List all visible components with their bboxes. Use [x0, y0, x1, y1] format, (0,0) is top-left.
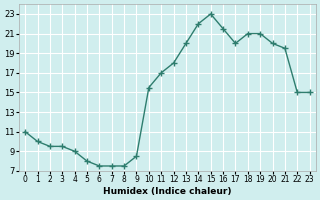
X-axis label: Humidex (Indice chaleur): Humidex (Indice chaleur): [103, 187, 232, 196]
